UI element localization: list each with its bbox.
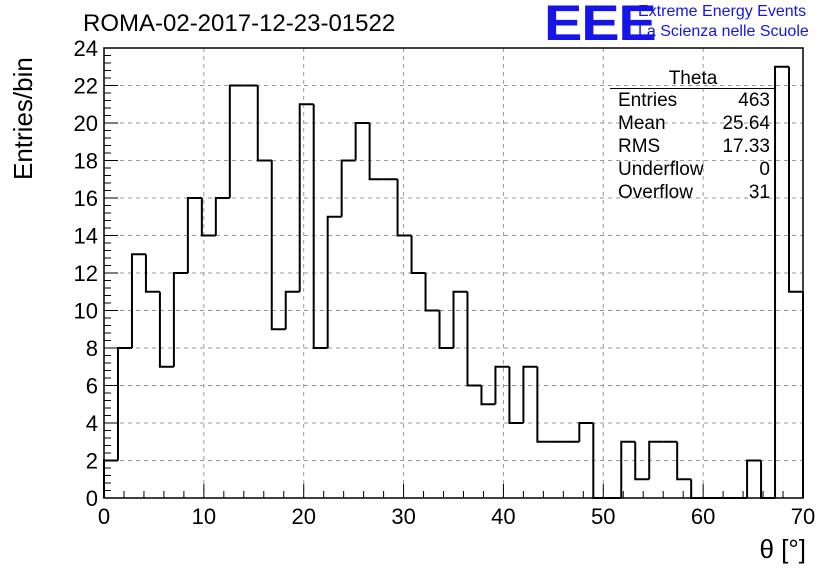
- stat-value: 0: [759, 159, 770, 180]
- stats-box: Theta Entries 463 Mean 25.64 RMS 17.33 U…: [610, 69, 776, 204]
- histogram-bin: [410, 235, 426, 274]
- x-tick-label: 10: [192, 504, 216, 529]
- x-tick-label: 70: [791, 504, 815, 529]
- histogram-bin: [284, 290, 300, 330]
- histogram-bin: [103, 459, 118, 498]
- stat-row-rms: RMS 17.33: [610, 135, 776, 158]
- histogram-bin: [144, 254, 160, 293]
- y-tick-label: 22: [74, 74, 98, 99]
- histogram-bin: [326, 215, 342, 348]
- x-tick-label: 40: [491, 504, 515, 529]
- histogram-bin: [424, 273, 440, 312]
- histogram-bin: [214, 197, 230, 236]
- x-tick-label: 20: [291, 504, 315, 529]
- stat-label: Entries: [618, 90, 678, 111]
- histogram-bin: [522, 365, 538, 423]
- logo-line-2: La Scienza nelle Scuole: [638, 23, 809, 40]
- histogram-bin: [620, 440, 636, 498]
- y-tick-label: 14: [74, 224, 98, 249]
- y-tick-label: 16: [74, 186, 98, 211]
- histogram-bin: [746, 459, 762, 498]
- chart-title: ROMA-02-2017-12-23-01522: [83, 10, 396, 37]
- y-tick-label: 0: [86, 486, 98, 511]
- eee-logo: EEE: [544, 0, 657, 51]
- histogram-bin: [452, 290, 468, 348]
- stat-row-overflow: Overflow 31: [610, 181, 776, 204]
- stat-value: 17.33: [722, 136, 770, 157]
- stat-label: Mean: [618, 113, 666, 134]
- y-tick-label: 18: [74, 149, 98, 174]
- histogram-bin: [774, 65, 790, 498]
- stat-value: 31: [748, 182, 770, 203]
- histogram-bin: [438, 310, 454, 349]
- y-tick-label: 20: [74, 111, 98, 136]
- axis-ticks: [103, 47, 804, 499]
- stat-label: Overflow: [618, 182, 693, 203]
- histogram-bin: [256, 85, 272, 162]
- stat-row-mean: Mean 25.64: [610, 112, 776, 135]
- histogram-bin: [634, 441, 650, 481]
- histogram-bin: [368, 123, 384, 181]
- histogram-bin: [676, 441, 692, 481]
- histogram-bin: [130, 253, 146, 348]
- y-tick-label: 6: [86, 374, 98, 399]
- stat-label: RMS: [618, 136, 661, 157]
- x-tick-label: 30: [391, 504, 415, 529]
- histogram-bin: [158, 291, 174, 368]
- histogram-bin: [312, 104, 328, 349]
- histogram-bin: [466, 291, 482, 387]
- y-axis-label: Entries/bin: [8, 57, 38, 180]
- histogram-bin: [200, 198, 216, 237]
- y-tick-label: 24: [74, 36, 98, 61]
- logo-line-1: Extreme Energy Events: [638, 3, 807, 20]
- histogram-bin: [298, 103, 314, 292]
- histogram-bin: [480, 385, 496, 406]
- histogram-bin: [172, 272, 188, 367]
- histogram-bin: [116, 347, 132, 461]
- histogram-bin: [788, 66, 803, 293]
- x-tick-label: 0: [98, 504, 110, 529]
- histogram-bin: [354, 122, 370, 161]
- x-tick-labels: 0 10 20 30 40 50 60 70: [98, 504, 815, 529]
- histogram-bin: [396, 179, 412, 237]
- y-tick-label: 8: [86, 336, 98, 361]
- y-tick-label: 12: [74, 261, 98, 286]
- stat-row-entries: Entries 463: [610, 89, 776, 112]
- histogram-bin: [578, 422, 594, 442]
- histogram-bin: [228, 84, 244, 198]
- y-tick-label: 4: [86, 411, 98, 436]
- stat-value: 25.64: [722, 113, 770, 134]
- histogram-bin: [536, 366, 552, 443]
- histogram-bin: [648, 440, 664, 480]
- x-tick-label: 50: [591, 504, 615, 529]
- stat-value: 463: [738, 90, 770, 111]
- x-axis-label: θ [°]: [759, 534, 806, 564]
- histogram-bin: [340, 159, 356, 217]
- y-tick-label: 2: [86, 449, 98, 474]
- y-tick-label: 10: [74, 299, 98, 324]
- histogram-bin: [508, 366, 524, 424]
- histogram-bin: [270, 160, 286, 331]
- histogram-bin: [494, 365, 510, 405]
- x-tick-label: 60: [691, 504, 715, 529]
- stat-row-underflow: Underflow 0: [610, 158, 776, 181]
- stat-label: Underflow: [618, 159, 704, 180]
- stats-title: Theta: [610, 69, 776, 89]
- histogram-bin: [186, 197, 202, 273]
- grid-lines: [104, 48, 803, 498]
